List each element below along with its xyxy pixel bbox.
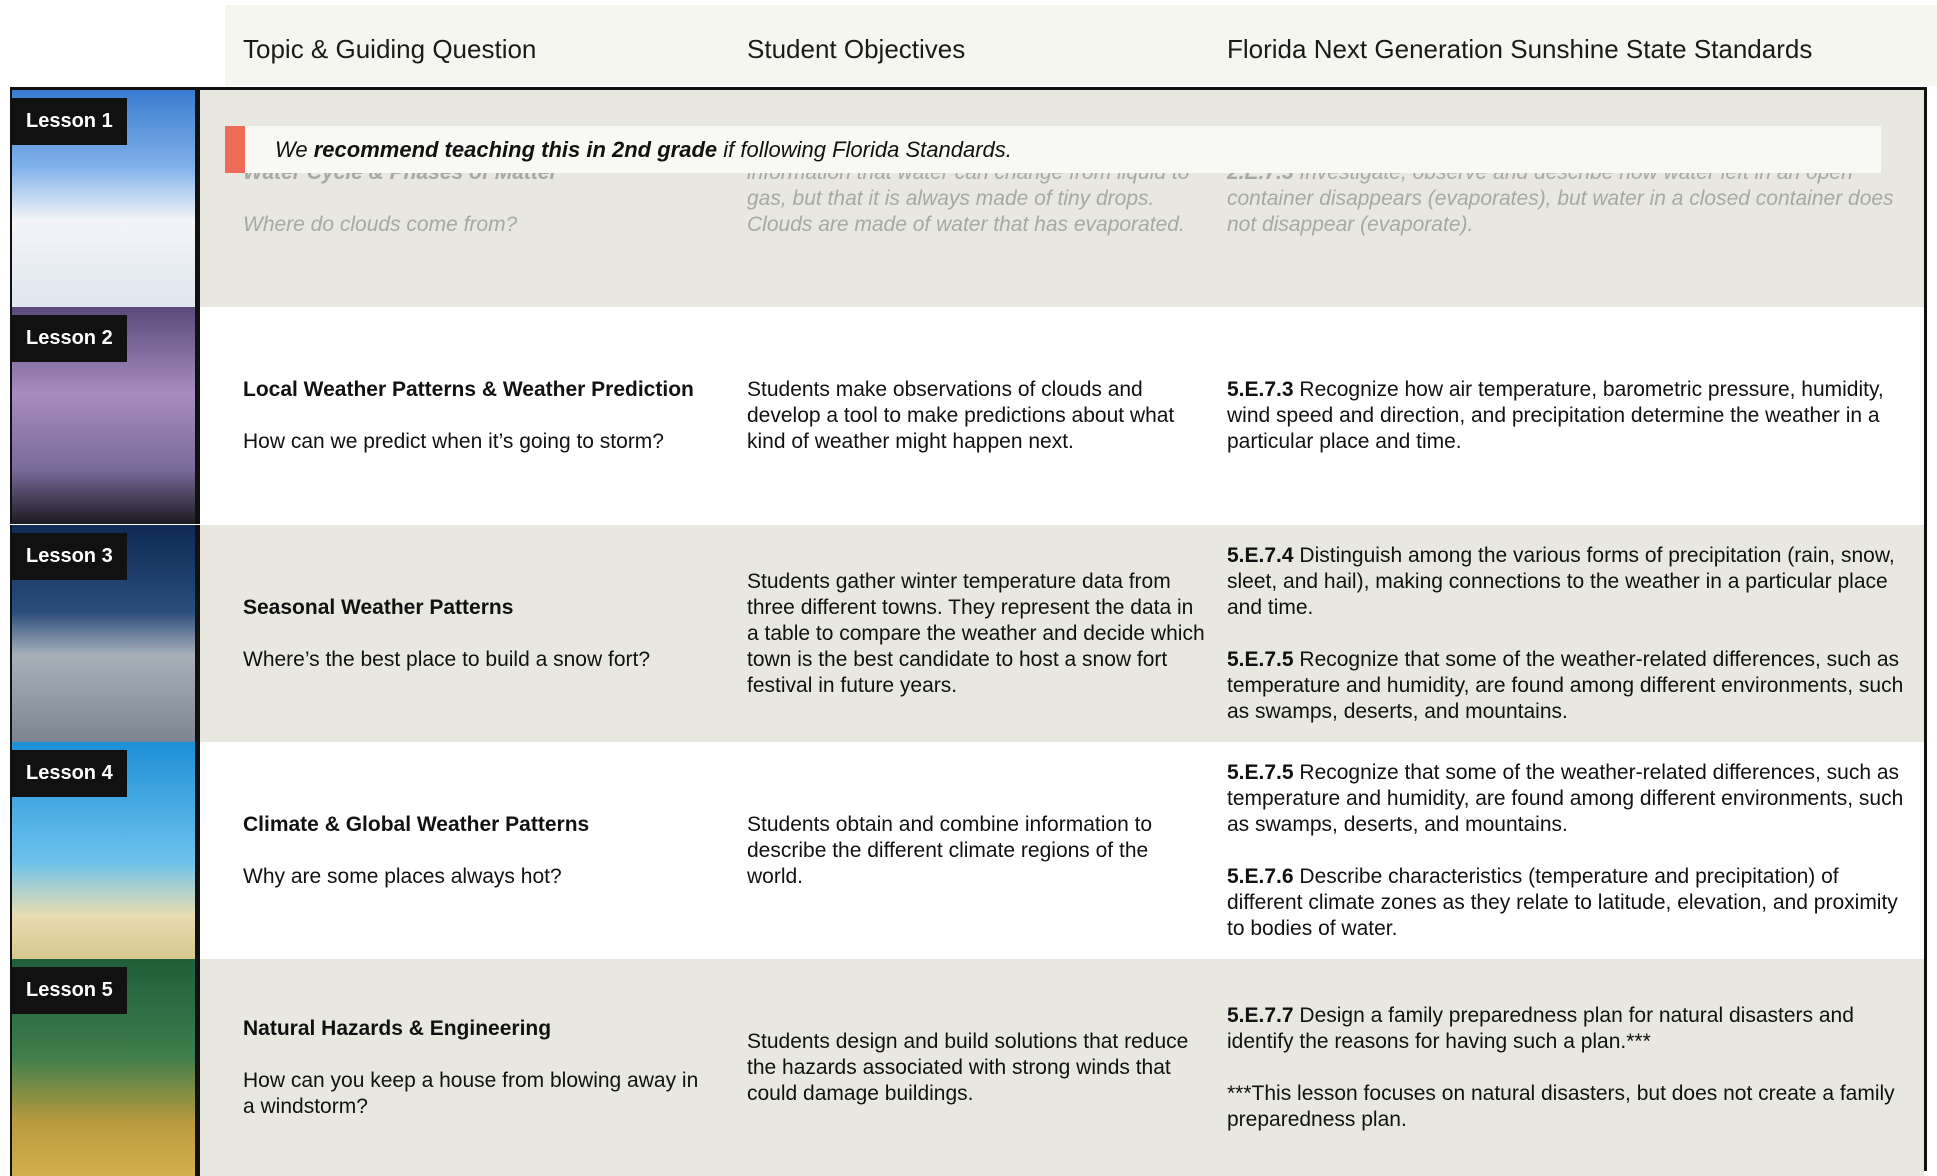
grade-banner: We recommend teaching this in 2nd grade … xyxy=(225,126,1881,173)
standard: 5.E.7.5 Recognize that some of the weath… xyxy=(1227,760,1917,838)
guiding-question: How can you keep a house from blowing aw… xyxy=(243,1068,699,1118)
topic-cell: Seasonal Weather Patterns Where’s the bes… xyxy=(243,525,713,742)
objective-cell: Students design and build solutions that… xyxy=(747,959,1207,1176)
guiding-question: Where’s the best place to build a snow f… xyxy=(243,647,651,671)
objective: Students obtain and combine information … xyxy=(747,812,1153,888)
column-header: Student Objectives xyxy=(747,34,966,64)
standard-text: Distinguish among the various forms of p… xyxy=(1227,543,1895,619)
banner-emphasis: recommend teaching this in 2nd grade xyxy=(313,137,718,162)
standard-code: 5.E.7.4 xyxy=(1227,543,1294,567)
topic-cell: Water Cycle & Phases of MatterWhere do c… xyxy=(243,90,713,307)
lesson-label: Lesson 1 xyxy=(12,98,127,145)
standards-cell: 5.E.7.7 Design a family preparedness pla… xyxy=(1227,959,1917,1176)
standard: 5.E.7.4 Distinguish among the various fo… xyxy=(1227,543,1917,621)
standard-code: 5.E.7.5 xyxy=(1227,760,1294,784)
standard-text: Recognize that some of the weather-relat… xyxy=(1227,647,1904,723)
standard-text: Design a family preparedness plan for na… xyxy=(1227,1003,1854,1053)
topic: Climate & Global Weather Patterns xyxy=(243,812,590,836)
standard-code: 5.E.7.6 xyxy=(1227,864,1294,888)
lesson-table: Lesson 1 Water Cycle & Phases of MatterWh… xyxy=(10,87,1927,1176)
standard: 5.E.7.6 Describe characteristics (temper… xyxy=(1227,864,1917,942)
lesson-row: Lesson 5 Natural Hazards & Engineering How… xyxy=(10,959,1924,1176)
lesson-label: Lesson 3 xyxy=(12,533,127,580)
lesson-image: Lesson 1 xyxy=(10,90,200,307)
objective: Students gather winter temperature data … xyxy=(747,569,1205,697)
lesson-row: Lesson 3 Seasonal Weather Patterns Where’s… xyxy=(10,525,1924,742)
standard-code: 5.E.7.7 xyxy=(1227,1003,1294,1027)
standard-note: ***This lesson focuses on natural disast… xyxy=(1227,1081,1895,1131)
lesson-image: Lesson 3 xyxy=(10,525,200,742)
standards-cell: 5.E.7.5 Recognize that some of the weath… xyxy=(1227,742,1917,959)
guiding-question: Why are some places always hot? xyxy=(243,864,562,888)
topic: Seasonal Weather Patterns xyxy=(243,595,514,619)
standard: 5.E.7.5 Recognize that some of the weath… xyxy=(1227,647,1917,725)
standards-cell: 5.E.7.3 Recognize how air temperature, b… xyxy=(1227,307,1917,524)
topic-cell: Local Weather Patterns & Weather Predict… xyxy=(243,307,713,524)
lesson-row: Lesson 1 Water Cycle & Phases of MatterWh… xyxy=(10,90,1924,307)
column-header: Florida Next Generation Sunshine State S… xyxy=(1227,34,1813,64)
lesson-label: Lesson 4 xyxy=(12,750,127,797)
standard-text: Recognize how air temperature, barometri… xyxy=(1227,377,1884,453)
standard: 5.E.7.7 Design a family preparedness pla… xyxy=(1227,1003,1917,1055)
standard: 5.E.7.3 Recognize how air temperature, b… xyxy=(1227,377,1917,455)
objective-cell: information that water can change from l… xyxy=(747,90,1207,307)
lesson-row: Lesson 4 Climate & Global Weather Pattern… xyxy=(10,742,1924,959)
topic-cell: Climate & Global Weather Patterns Why are… xyxy=(243,742,713,959)
objective-cell: Students obtain and combine information … xyxy=(747,742,1207,959)
standard-text: Recognize that some of the weather-relat… xyxy=(1227,760,1904,836)
objective-cell: Students gather winter temperature data … xyxy=(747,525,1207,742)
standards-cell: 2.E.7.3 Investigate, observe and describ… xyxy=(1227,90,1917,307)
header: Topic & Guiding Question Student Objecti… xyxy=(225,5,1937,86)
column-header: Topic & Guiding Question xyxy=(243,34,537,64)
guiding-question: How can we predict when it’s going to st… xyxy=(243,429,664,453)
banner-text: if following Florida Standards. xyxy=(723,137,1012,162)
objective: Students design and build solutions that… xyxy=(747,1029,1189,1105)
objective: Students make observations of clouds and… xyxy=(747,377,1175,453)
guiding-question: Where do clouds come from? xyxy=(243,212,518,236)
topic: Natural Hazards & Engineering xyxy=(243,1016,552,1040)
lesson-label: Lesson 2 xyxy=(12,315,127,362)
lesson-image: Lesson 4 xyxy=(10,742,200,959)
standards-cell: 5.E.7.4 Distinguish among the various fo… xyxy=(1227,525,1917,742)
lesson-image: Lesson 2 xyxy=(10,307,200,524)
topic: Local Weather Patterns & Weather Predict… xyxy=(243,377,694,401)
lesson-row: Lesson 2 Local Weather Patterns & Weather… xyxy=(10,307,1924,524)
banner-text: We xyxy=(275,137,308,162)
topic-cell: Natural Hazards & Engineering How can you… xyxy=(243,959,713,1176)
lesson-image: Lesson 5 xyxy=(10,959,200,1176)
standard-code: 5.E.7.5 xyxy=(1227,647,1294,671)
standard-code: 5.E.7.3 xyxy=(1227,377,1294,401)
objective-cell: Students make observations of clouds and… xyxy=(747,307,1207,524)
lesson-label: Lesson 5 xyxy=(12,967,127,1014)
standard-text: Describe characteristics (temperature an… xyxy=(1227,864,1898,940)
